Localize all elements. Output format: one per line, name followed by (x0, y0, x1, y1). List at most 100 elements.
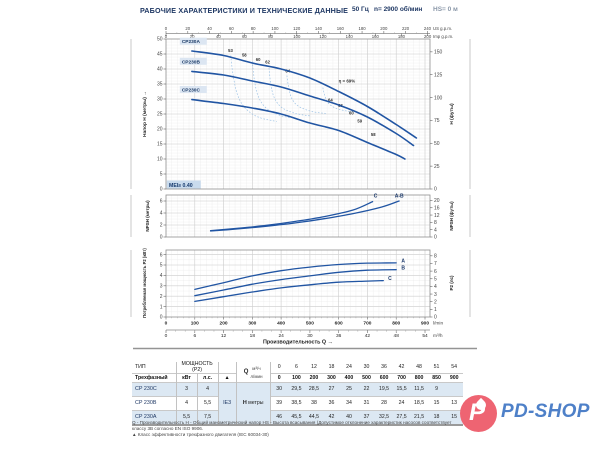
page-title: РАБОЧИЕ ХАРАКТЕРИСТИКИ И ТЕХНИЧЕСКИЕ ДАН… (140, 6, 349, 15)
y-axis-title-head-ft: H (футы) (448, 103, 455, 125)
imp-gpm-tick: 200 (424, 34, 432, 39)
curve-label-box (179, 86, 207, 93)
mei-label: MEI≥ 0.40 (169, 183, 193, 189)
efficiency-mark: ▲ (218, 373, 237, 383)
curve-label: B (401, 265, 405, 271)
table-header-row-2: Трехфазный кВт л.с. ▲ 0 100 200 300 400 500 600 700… (132, 373, 463, 383)
power-hp: 5,5 (197, 396, 219, 411)
q-m3h-value: 18 (328, 363, 335, 370)
head-value: 24 (398, 400, 405, 407)
ytick-right-label: 5 (434, 276, 437, 282)
m3h-unit: m³/h (433, 333, 443, 339)
imp-gpm-tick: 40 (216, 34, 221, 39)
imp-gpm-tick: 0 (165, 34, 168, 39)
x-axis-title: Производительность Q → (263, 340, 333, 346)
q-lmin-value: 0 (277, 374, 281, 381)
us-gpm-tick: 0 (165, 26, 168, 31)
ytick-right-label: 25 (434, 164, 440, 170)
m3h-tick: 0 (165, 333, 168, 339)
ytick-right-label: 50 (434, 141, 440, 147)
performance-charts: 0510152025303540455002460123456025507510… (130, 26, 477, 350)
head-value: 38 (311, 400, 317, 407)
ytick-right-label: 1 (434, 307, 437, 313)
m3h-tick: 42 (365, 333, 371, 339)
ytick-label: 0 (160, 187, 163, 193)
lmin-tick: 800 (392, 321, 400, 327)
head-value (445, 383, 463, 397)
m3h-tick: 6 (193, 333, 196, 339)
efficiency-value-label: 53 (228, 48, 233, 53)
curve-label: A (401, 259, 405, 265)
m3h-tick: 36 (336, 333, 342, 339)
type-header: ТИП (132, 362, 177, 374)
head-value: 9 (435, 386, 439, 393)
curve-A-B (209, 200, 400, 232)
curve-CP230A (191, 50, 418, 139)
power-hp: 7,5 (197, 410, 219, 426)
imp-gpm-tick: 100 (293, 34, 301, 39)
head-value: 21,5 (414, 414, 425, 421)
q-lmin-value: 800 (414, 374, 424, 381)
ytick-right-label: 0 (434, 187, 437, 193)
head-value: 30 (276, 386, 283, 393)
efficiency-value-label: 60 (349, 111, 354, 116)
m3h-tick: 24 (278, 333, 284, 339)
head-value: 38,5 (291, 400, 302, 407)
head-value: 18,5 (414, 400, 425, 407)
efficiency-value-label: 64 (328, 97, 333, 102)
model-name: CP 230C (132, 382, 177, 397)
ytick-right-label: 6 (434, 269, 437, 275)
table-row: CP 230B 4 5,5 39 38,5 38 36 34 31 28 24 18,5 15 13 (132, 396, 463, 411)
ytick-right-label: 7 (434, 261, 437, 267)
ytick-label: 40 (157, 67, 163, 73)
ytick-right-label: 3 (434, 292, 437, 298)
power-kw: 4 (176, 396, 198, 411)
q-m3h-value: 48 (416, 363, 422, 370)
suction-head-label: HS= 0 м (433, 6, 458, 13)
head-value: 25 (346, 386, 352, 393)
imp-gpm-tick: 180 (398, 34, 406, 39)
y-axis-title-head: Напор H (метры) → (142, 91, 148, 137)
efficiency-class: IE3 (218, 382, 237, 426)
ytick-label: 5 (160, 172, 163, 178)
ytick-right-label: 12 (434, 213, 440, 219)
imp-gpm-tick: 140 (346, 34, 354, 39)
ytick-label: 2 (160, 223, 163, 229)
ytick-right-label: 16 (434, 205, 440, 211)
efficiency-contour (286, 75, 326, 114)
ytick-label: 0 (160, 315, 163, 321)
curve-label: C (388, 276, 392, 282)
q-lmin-value: 500 (362, 374, 371, 381)
head-value: 42 (328, 414, 335, 421)
chart-frame (165, 249, 431, 318)
curve-CP230B (191, 70, 415, 147)
curve-label: CP230C (182, 88, 201, 94)
kw-header: кВт (176, 373, 198, 383)
us-gpm-tick: 240 (424, 26, 432, 31)
head-value: 15 (433, 400, 440, 407)
ytick-right-label: 75 (434, 118, 440, 124)
head-value: 15 (451, 414, 458, 421)
q-unit-lmin: л/мин (250, 373, 263, 379)
model-name: CP 230A (132, 410, 177, 426)
us-gpm-tick: 80 (251, 26, 256, 31)
chart-frame (165, 194, 431, 238)
head-unit-cell: H метры (236, 382, 271, 426)
us-gpm-tick: 180 (358, 26, 366, 31)
power-kw: 3 (176, 382, 198, 397)
ytick-label: 6 (160, 252, 163, 258)
q-unit-m3h: м³/ч (252, 365, 261, 371)
lmin-tick: 400 (277, 321, 285, 327)
ytick-right-label: 150 (434, 50, 443, 56)
q-lmin-value: 300 (327, 374, 336, 381)
m3h-tick: 54 (422, 333, 428, 339)
ytick-right-label: 100 (434, 95, 443, 101)
ytick-label: 35 (157, 82, 163, 88)
ytick-right-label: 125 (434, 72, 443, 78)
head-value: 11,5 (414, 386, 424, 393)
imp-gpm-tick: 80 (268, 34, 273, 39)
q-m3h-value: 42 (398, 363, 405, 370)
efficiency-contour (268, 68, 312, 117)
frequency-label: 50 Гц (352, 6, 369, 13)
m3h-tick: 12 (221, 333, 227, 339)
